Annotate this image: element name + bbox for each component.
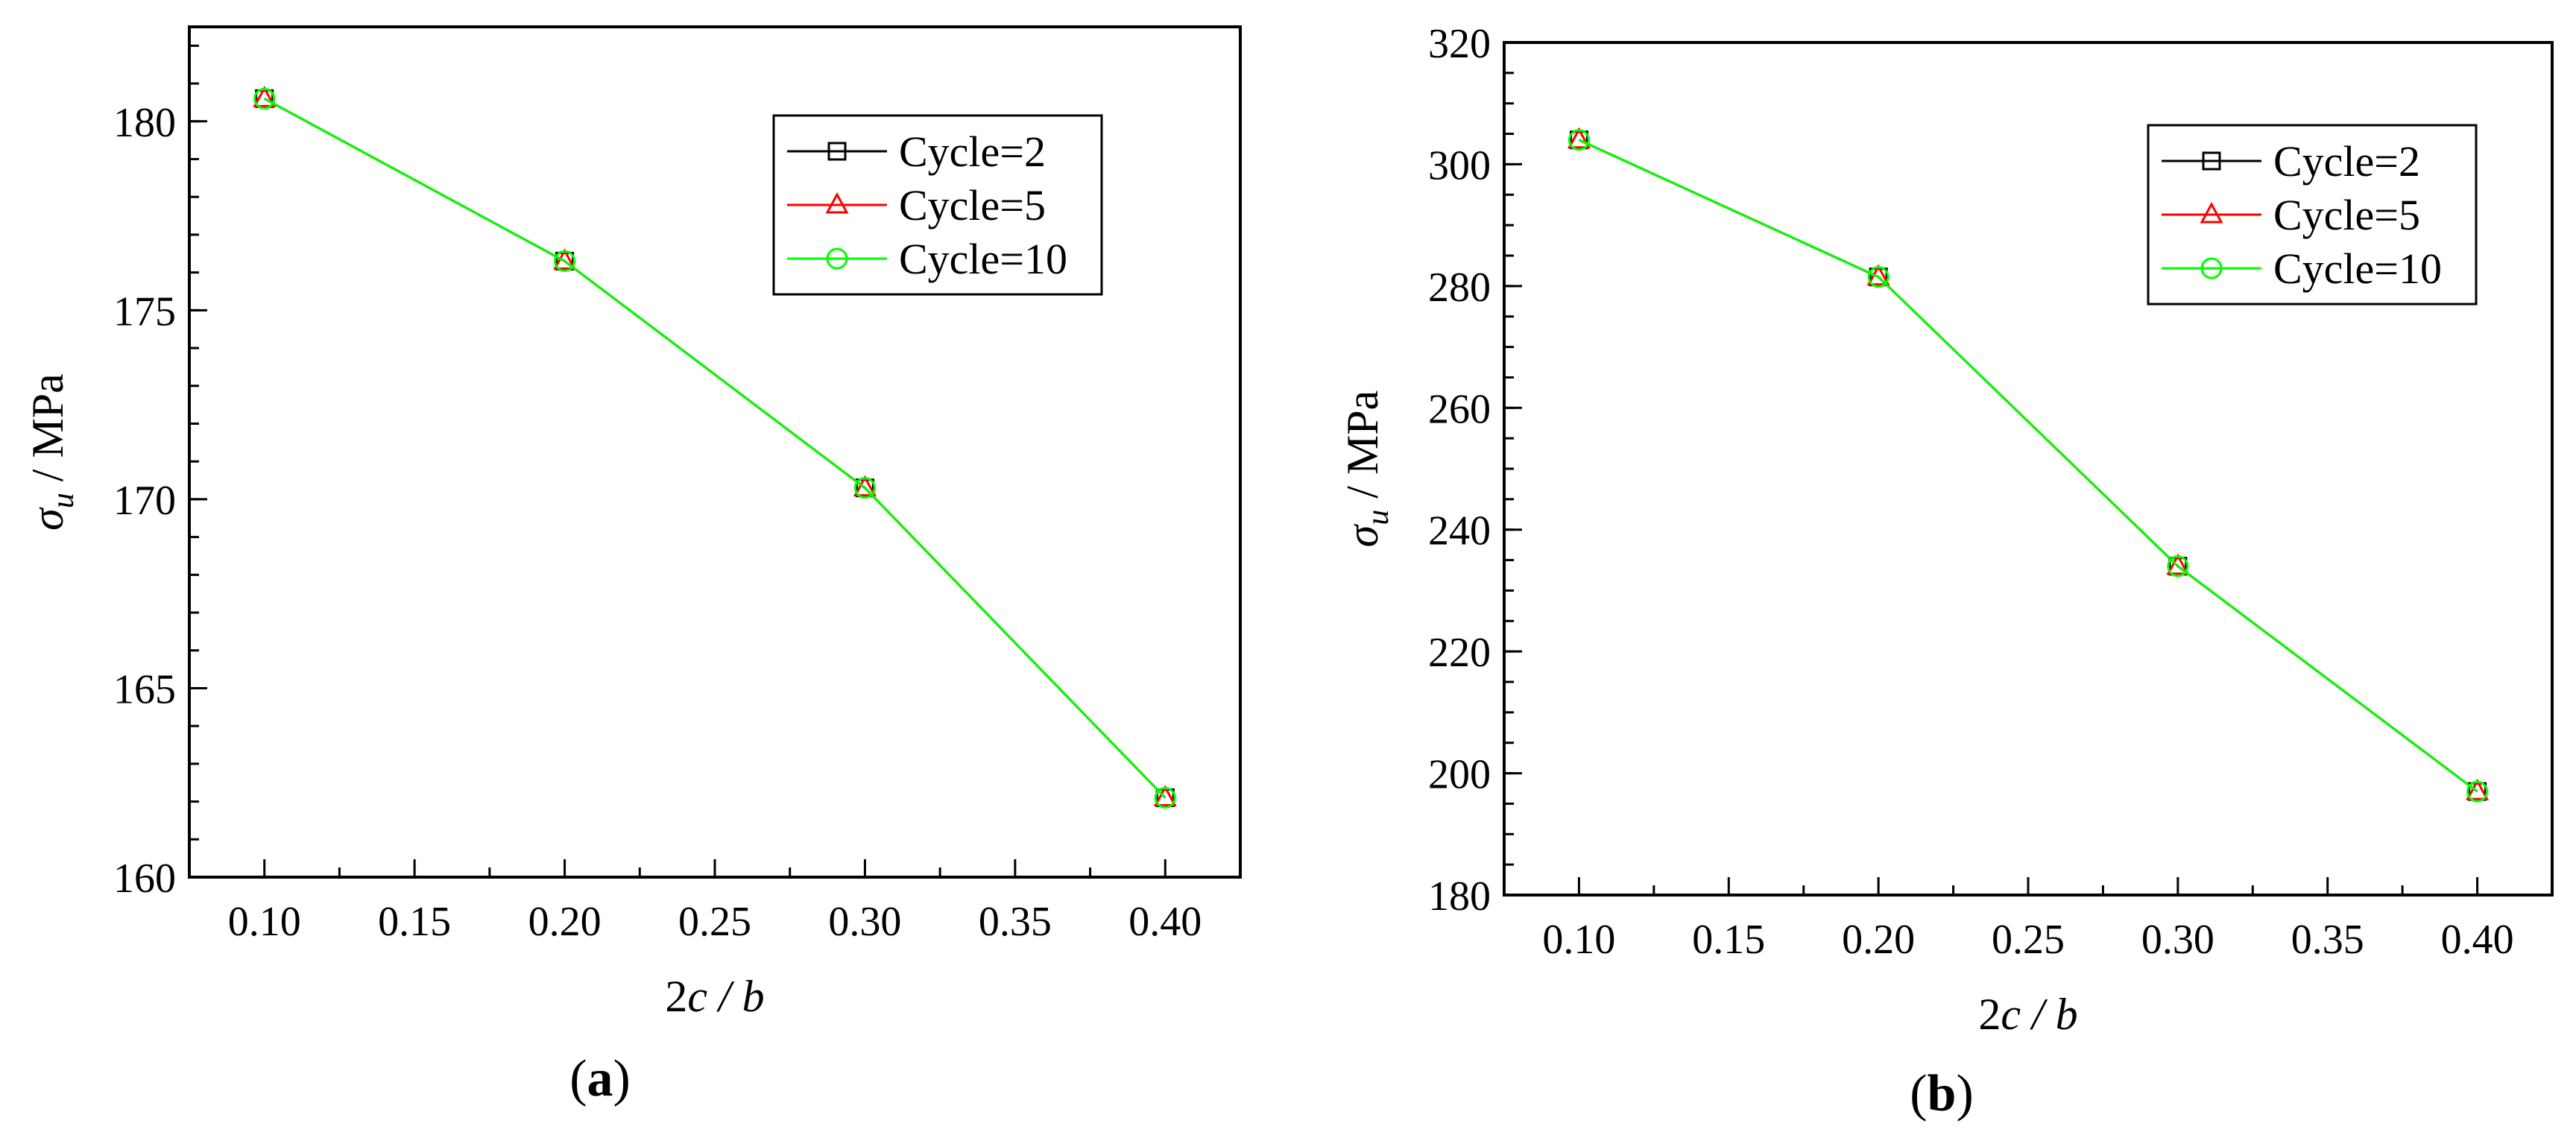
chart-0-legend-marker-0 [827,142,847,161]
chart-0-x-tick-label: 0.10 [228,899,301,945]
chart-0-series-1-point [1153,785,1177,807]
chart-1-y-tick-label: 260 [1428,386,1491,432]
chart-1-legend-marker-1 [2200,201,2223,224]
chart-0-legend-label-1: Cycle=5 [899,181,1046,230]
chart-0-x-tick-label: 0.35 [979,899,1052,945]
chart-1-x-tick-label: 0.40 [2441,917,2514,963]
chart-1-series-2-point [2167,555,2189,578]
chart-0-caption: (a) [569,1050,631,1107]
chart-0-x-tick-label: 0.25 [678,899,751,945]
chart-1-legend-marker-0 [2202,151,2221,171]
chart-1-x-tick-label: 0.35 [2291,917,2364,963]
chart-1-y-tick-label: 200 [1428,752,1491,798]
chart-0-series-1-point [253,86,277,107]
chart-1-y-tick-label: 240 [1428,508,1491,554]
chart-0-y-tick-label: 180 [113,100,176,146]
chart-1-series-1-point [2166,553,2190,575]
chart-1-series-2-point [1568,129,1590,151]
chart-0-series-1-point [853,475,877,497]
chart-0-series-2-point [554,250,576,272]
chart-1-legend-label-2: Cycle=10 [2273,244,2442,293]
chart-1-x-axis-title: 2c / b [1978,990,2077,1039]
chart-1-series-2-point [1867,266,1890,288]
chart-1-legend-label-1: Cycle=5 [2273,191,2420,239]
chart-0-y-axis-title: σu / MPa [23,373,80,531]
chart-0-x-tick-label: 0.15 [378,899,451,945]
chart-1: 180 200 220 240 260 280 300 320 0.10 0.15 0.20 0.25… [1338,21,2554,1122]
chart-0-x-tick-label: 0.20 [528,899,602,945]
chart-1-y-tick-label: 320 [1428,21,1491,67]
chart-0-legend-marker-1 [825,192,849,214]
chart-0-y-tick-label: 175 [113,288,176,335]
chart-0: 160 165 170 175 180 0.10 0.15 0.20 0.25 0.30 0.35 0… [23,25,1242,1107]
chart-1-y-tick-label: 300 [1428,142,1491,189]
chart-1-y-axis-title: σu / MPa [1338,391,1395,548]
chart-1-x-tick-label: 0.20 [1842,917,1915,963]
chart-1-series-1-point [1567,127,1591,149]
chart-1-x-tick-label: 0.30 [2141,917,2214,963]
chart-0-series-2-point [253,87,276,110]
chart-1-series-1-point [2466,778,2490,800]
chart-1-x-tick-label: 0.15 [1692,917,1765,963]
chart-0-series-line-2 [264,98,1167,799]
chart-1-x-tick-label: 0.10 [1542,917,1615,963]
chart-0-y-tick-label: 170 [113,478,176,524]
chart-1-y-tick-label: 280 [1428,265,1491,311]
chart-0-legend-marker-2 [826,247,848,270]
chart-0-x-axis-title: 2c / b [665,972,764,1021]
chart-1-caption: (b) [1910,1065,1974,1122]
chart-1-series-line-2 [1578,139,2478,793]
chart-1-y-tick-label: 220 [1428,630,1491,676]
chart-0-y-tick-label: 160 [113,856,176,902]
chart-0-legend-label-0: Cycle=2 [899,127,1046,176]
chart-1-y-tick-label: 180 [1428,873,1491,920]
chart-0-legend-label-2: Cycle=10 [899,235,1067,283]
chart-1-x-tick-label: 0.25 [1992,917,2065,963]
chart-0-series-2-point [1154,787,1176,809]
chart-1-legend-marker-2 [2200,257,2223,279]
chart-0-x-tick-label: 0.40 [1128,899,1202,945]
chart-0-x-tick-label: 0.30 [828,899,901,945]
chart-0-y-tick-label: 165 [113,666,176,712]
chart-1-legend-label-0: Cycle=2 [2273,137,2420,186]
chart-1-series-2-point [2466,780,2489,803]
chart-0-series-2-point [853,477,876,499]
